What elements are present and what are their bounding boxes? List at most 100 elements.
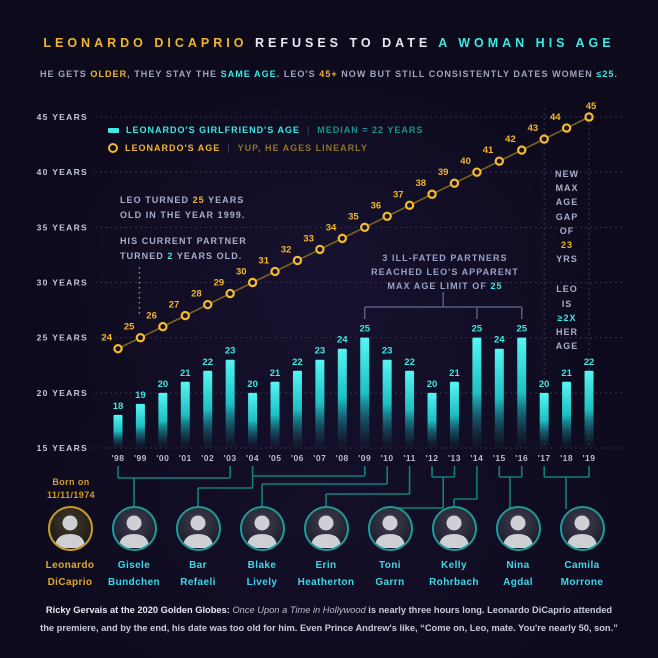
person-name-line: Garrn [375, 576, 405, 588]
x-axis-label: '03 [224, 453, 237, 463]
person-name-nina: Nina Agdal [476, 558, 560, 591]
gap-word: LEO [556, 284, 578, 295]
text-segment: HE GETS [39, 69, 91, 79]
person-name-line: Agdal [503, 576, 533, 588]
x-axis-label: '15 [493, 453, 506, 463]
x-axis-label: '05 [269, 453, 282, 463]
decorative [54, 534, 85, 548]
girlfriend-age-value: 21 [270, 368, 281, 379]
text-segment: TURNED [120, 250, 168, 261]
annotation-partner-turned-2: HIS CURRENT PARTNER TURNED 2 YEARS OLD. [120, 234, 247, 263]
girlfriend-age-value: 22 [404, 357, 415, 368]
leo-age-point-'09 [360, 222, 370, 233]
leo-age-value: 31 [258, 255, 269, 266]
leo-age-value: 30 [236, 267, 247, 278]
bar-swatch-icon [108, 127, 119, 133]
person-name-toni: Toni Garrn [348, 558, 432, 591]
decorative [190, 515, 205, 531]
decorative [574, 515, 589, 531]
text-segment: REFUSES TO DATE [254, 36, 439, 50]
text-segment: YEARS [204, 195, 245, 205]
leo-age-point-'18 [561, 123, 572, 133]
leo-age-point-'14 [472, 167, 482, 177]
avatar-photo-kelly [431, 506, 477, 551]
y-axis-label: 35 YEARS [37, 222, 88, 232]
girlfriend-age-bar-'02 [203, 370, 213, 448]
person-silhouette-icon [566, 515, 597, 548]
leo-age-point-'07 [315, 244, 325, 255]
girlfriend-age-value: 24 [494, 335, 505, 346]
text-line: Ricky Gervais at the 2020 Golden Globes:… [19, 602, 639, 620]
annotation-max-age-limit: 3 ILL-FATED PARTNERS REACHED LEO'S APPARE… [345, 251, 545, 293]
person-name-bar: Bar Refaeli [156, 558, 240, 591]
gap-word: YRS [556, 254, 578, 265]
gap-word: AGE [555, 197, 579, 208]
decorative [254, 515, 269, 531]
x-axis-label: '19 [583, 453, 596, 463]
text-segment: YEARS OLD. [173, 250, 243, 261]
decorative [382, 515, 397, 531]
born-on-line2: 11/11/1974 [46, 490, 96, 500]
leo-age-value: 25 [124, 322, 135, 333]
leo-age-value: 45 [586, 101, 597, 112]
gap-word: AGE [555, 341, 579, 352]
leo-age-point-'03 [225, 288, 235, 299]
girlfriend-age-bar-'15 [494, 348, 504, 448]
text-segment: . LEO'S [276, 69, 320, 79]
person-name-line: Refaeli [180, 576, 216, 588]
girlfriend-age-value: 24 [337, 335, 348, 346]
decorative [182, 534, 213, 548]
text-segment: 3 ILL-FATED PARTNERS [382, 253, 508, 263]
leo-age-point-'06 [292, 255, 303, 266]
person-name-leonardo: Leonardo DiCaprio [28, 558, 112, 591]
gap-word: HER [555, 327, 578, 338]
text-segment: MAX AGE LIMIT OF [387, 281, 491, 291]
girlfriend-age-value: 20 [539, 379, 550, 390]
text-segment: REACHED LEO'S APPARENT [371, 267, 519, 277]
leo-age-value: 29 [214, 278, 225, 289]
girlfriend-age-bar-'03 [225, 359, 235, 448]
decorative [446, 515, 461, 531]
legend-leo-age: LEONARDO'S AGE | YUP, HE AGES LINEARLY [108, 139, 423, 157]
text-segment: . [614, 69, 619, 79]
girlfriend-age-value: 21 [180, 368, 191, 379]
leo-age-point-'19 [584, 112, 594, 122]
girlfriend-age-bar-'01 [180, 381, 190, 448]
person-name-line: Camila [564, 560, 600, 571]
x-axis-label: '12 [426, 453, 439, 463]
x-axis-label: '02 [201, 453, 214, 463]
leo-age-point-'11 [404, 200, 415, 210]
gap-word: MAX [555, 183, 579, 194]
decorative [566, 534, 597, 548]
person-silhouette-icon [374, 515, 405, 548]
x-axis-label: '13 [448, 453, 461, 463]
born-on-label: Born on 11/11/1974 [28, 476, 114, 502]
legend-median-note: MEDIAN = 22 YEARS [317, 125, 424, 135]
decorative [374, 534, 405, 548]
avatar-photo-nina [495, 506, 541, 551]
leo-age-point-'10 [382, 211, 392, 222]
x-axis-label: '16 [515, 453, 528, 463]
leo-age-point-'00 [158, 321, 168, 332]
girlfriend-age-bar-'17 [539, 392, 549, 448]
text-line: MAX AGE LIMIT OF 25 [345, 279, 545, 293]
ring-swatch-icon [108, 143, 118, 153]
leo-age-value: 24 [101, 333, 112, 344]
text-segment: LEONARDO DICAPRIO [43, 36, 255, 50]
girlfriend-age-value: 20 [427, 379, 438, 390]
x-axis-label: '98 [112, 453, 125, 463]
person-silhouette-icon [118, 515, 149, 548]
leo-age-value: 44 [550, 112, 561, 123]
person-silhouette-icon [182, 515, 213, 548]
person-silhouette-icon [246, 515, 277, 548]
person-name-line: Toni [379, 560, 401, 571]
person-name-line: Bundchen [107, 576, 161, 588]
leo-age-value: 33 [303, 233, 314, 244]
leo-age-value: 35 [348, 211, 359, 222]
girlfriend-age-bar-'09 [360, 337, 370, 448]
legend-divider: | [306, 125, 311, 135]
leo-age-value: 41 [483, 145, 494, 156]
legend-leo-label: LEONARDO'S AGE [125, 143, 221, 153]
girlfriend-age-bar-'98 [113, 414, 123, 448]
